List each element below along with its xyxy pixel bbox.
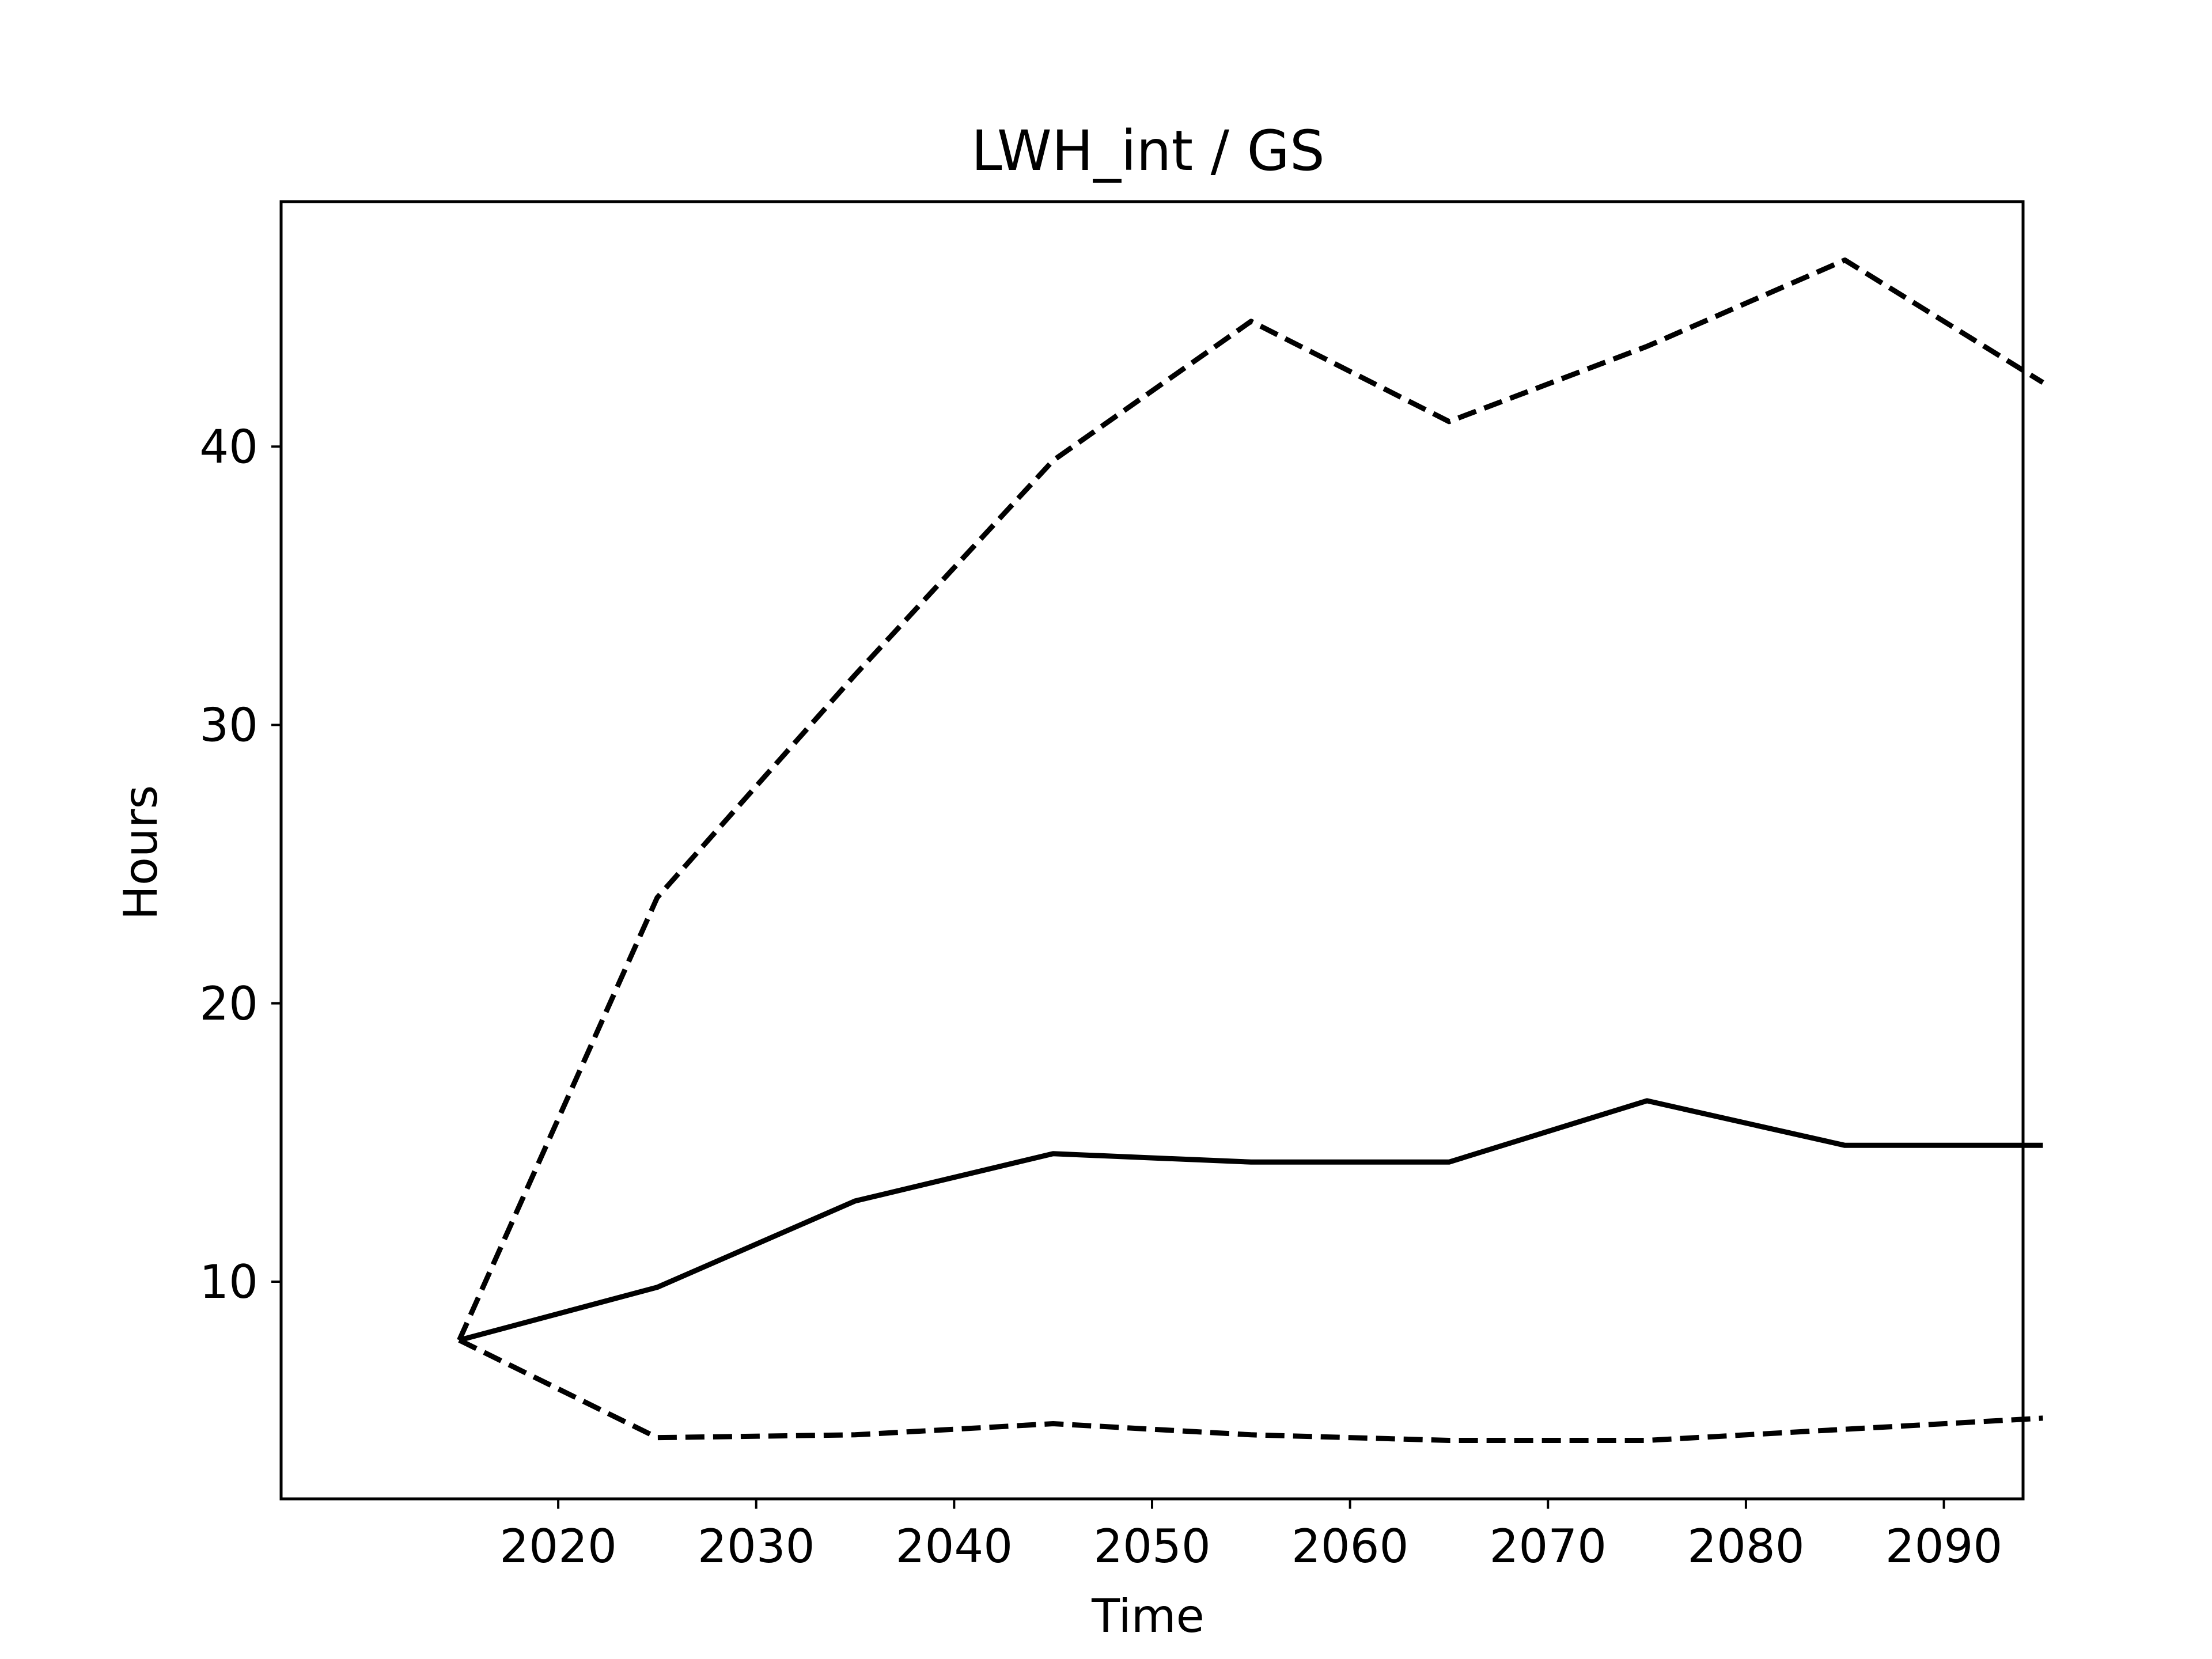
y-axis: 10 20 30 40 bbox=[199, 420, 281, 1309]
x-tick-label: 2030 bbox=[698, 1520, 815, 1573]
x-tick-label: 2040 bbox=[896, 1520, 1013, 1573]
y-tick-label: 30 bbox=[199, 699, 258, 752]
x-tick-label: 2080 bbox=[1687, 1520, 1805, 1573]
plot-area bbox=[457, 257, 2044, 1443]
plot-frame bbox=[279, 200, 2025, 1501]
x-tick-label: 2050 bbox=[1093, 1520, 1211, 1573]
y-tick-label: 20 bbox=[199, 977, 258, 1031]
y-axis-label: Hours bbox=[114, 785, 168, 920]
series-line-1 bbox=[459, 1098, 2043, 1343]
x-tick-label: 2060 bbox=[1291, 1520, 1409, 1573]
y-tick-label: 40 bbox=[199, 420, 258, 474]
x-axis-label: Time bbox=[1091, 1589, 1205, 1643]
series-line-2 bbox=[457, 257, 2044, 1342]
x-tick-label: 2070 bbox=[1489, 1520, 1607, 1573]
x-tick-label: 2090 bbox=[1885, 1520, 2003, 1573]
y-tick-label: 10 bbox=[199, 1255, 258, 1309]
x-axis: 2020 2030 2040 2050 2060 2070 2080 2090 bbox=[499, 1499, 2002, 1573]
series-line-3 bbox=[458, 1338, 2043, 1443]
x-tick-label: 2020 bbox=[499, 1520, 617, 1573]
chart-title: LWH_int / GS bbox=[971, 119, 1325, 183]
